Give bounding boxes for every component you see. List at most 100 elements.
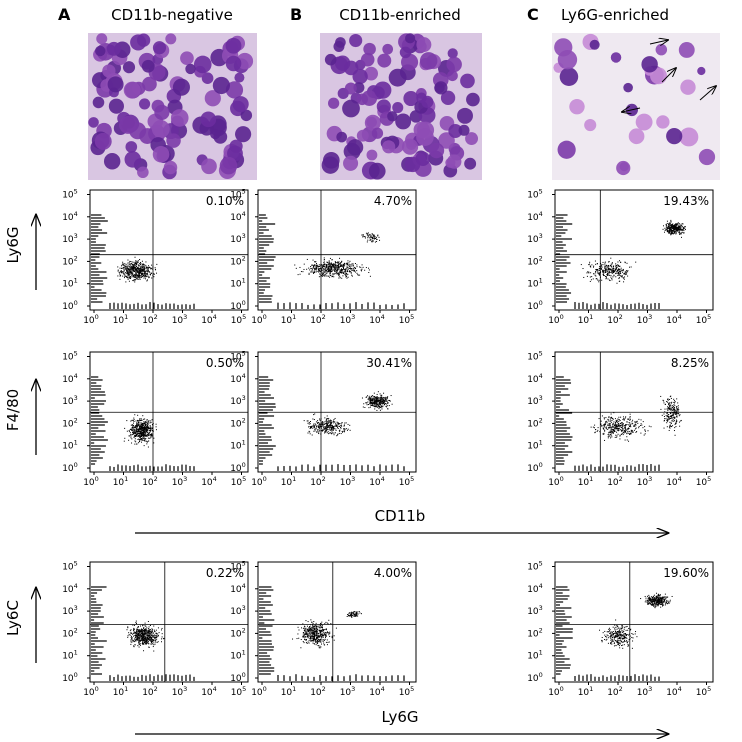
dot (145, 623, 146, 624)
dot (667, 416, 668, 417)
dot (626, 436, 627, 437)
dot (369, 403, 370, 404)
dot (336, 430, 337, 431)
dot (139, 635, 140, 636)
dot (610, 434, 611, 435)
tick-base: 10 (527, 191, 539, 201)
dot (612, 273, 613, 274)
dot (132, 427, 133, 428)
dot (140, 439, 141, 440)
cell (139, 98, 150, 109)
dot (631, 430, 632, 431)
dot (136, 631, 137, 632)
dot (622, 430, 623, 431)
dot (344, 430, 345, 431)
dot (327, 427, 328, 428)
dot (345, 270, 346, 271)
dot (603, 425, 604, 426)
y-label: Ly6C (4, 600, 22, 636)
tick-base: 10 (142, 688, 154, 698)
dot (332, 425, 333, 426)
x-tick-label: 104 (201, 475, 217, 488)
x-tick-label: 103 (172, 685, 188, 698)
dot (120, 268, 121, 269)
dot (126, 420, 127, 421)
dot (342, 275, 343, 276)
dot (613, 430, 614, 431)
dot (151, 433, 152, 434)
dot (143, 273, 144, 274)
dot (150, 625, 151, 626)
dot (671, 229, 672, 230)
dot (685, 226, 686, 227)
dot (668, 404, 669, 405)
dot (667, 415, 668, 416)
dot (136, 266, 137, 267)
dot (329, 420, 330, 421)
x-tick-label: 105 (696, 313, 712, 326)
dot (615, 437, 616, 438)
dot (607, 273, 608, 274)
dot (682, 230, 683, 231)
dot (350, 271, 351, 272)
cell (446, 57, 461, 72)
dot (148, 267, 149, 268)
dot (618, 428, 619, 429)
cell (377, 54, 391, 68)
dot (612, 271, 613, 272)
dot (586, 272, 587, 273)
dot (623, 269, 624, 270)
dot (616, 421, 617, 422)
dot (126, 276, 127, 277)
dot (604, 430, 605, 431)
dot (363, 267, 364, 268)
dot (625, 432, 626, 433)
dot (621, 268, 622, 269)
dot (355, 272, 356, 273)
dot (590, 277, 591, 278)
cell (343, 156, 358, 171)
x-tick-label: 104 (201, 313, 217, 326)
dot (140, 631, 141, 632)
dot (137, 431, 138, 432)
dot (126, 266, 127, 267)
dot (141, 438, 142, 439)
dot (676, 420, 677, 421)
dot (150, 437, 151, 438)
dot (613, 423, 614, 424)
dot (147, 631, 148, 632)
tick-base: 10 (62, 652, 74, 662)
dot (134, 263, 135, 264)
dot (597, 431, 598, 432)
dot (134, 444, 135, 445)
dot (135, 436, 136, 437)
dot (331, 423, 332, 424)
dot (124, 441, 125, 442)
dot (601, 421, 602, 422)
dot (367, 404, 368, 405)
dot (324, 275, 325, 276)
dot (132, 262, 133, 263)
tick-base: 10 (62, 629, 74, 639)
dot (140, 422, 141, 423)
dot (314, 261, 315, 262)
dot (346, 422, 347, 423)
dot (318, 626, 319, 627)
dot (351, 275, 352, 276)
dot (387, 398, 388, 399)
dot (146, 639, 147, 640)
dot (308, 423, 309, 424)
dot (318, 645, 319, 646)
dot (384, 401, 385, 402)
dot (128, 265, 129, 266)
dot (137, 632, 138, 633)
dot (134, 279, 135, 280)
x-tick-label: 101 (113, 313, 129, 326)
dot (604, 266, 605, 267)
dot (662, 415, 663, 416)
dot (132, 432, 133, 433)
dot (316, 425, 317, 426)
dot (136, 269, 137, 270)
dot (601, 425, 602, 426)
dot (353, 265, 354, 266)
